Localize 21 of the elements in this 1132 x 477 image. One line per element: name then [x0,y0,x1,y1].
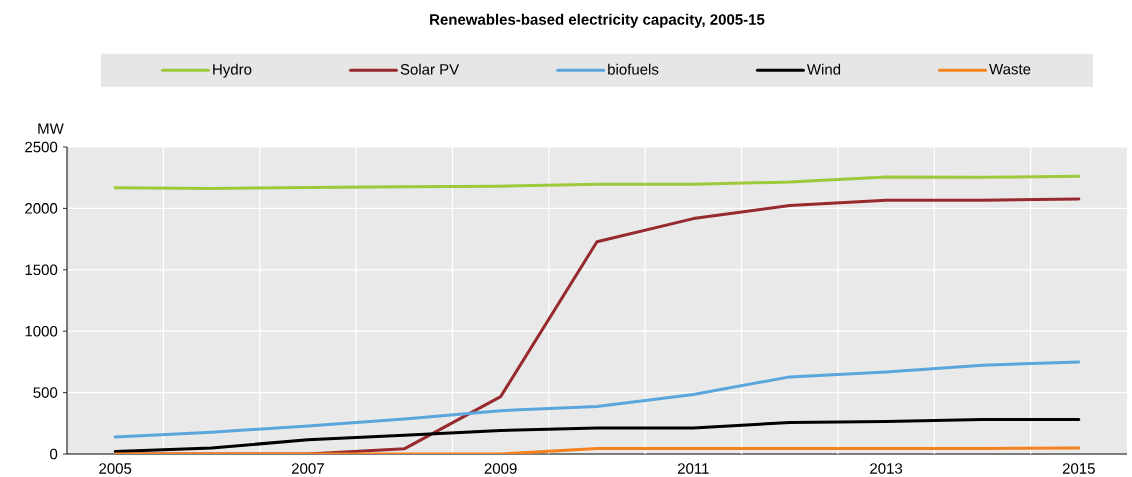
legend-label: biofuels [608,63,659,75]
x-tick-label: 2009 [484,463,517,474]
y-tick-label: 2500 [25,141,58,153]
y-axis-title: MW [38,123,64,134]
x-tick-label: 2011 [677,463,709,474]
legend-label: Wind [806,63,841,75]
x-tick-label: 2005 [99,463,132,474]
x-tick-label: 2007 [291,463,324,474]
legend-label: Waste [989,63,1031,75]
y-tick-label: 1000 [25,325,58,337]
chart-title: Renewables-based electricity capacity, 2005-15 [430,13,765,28]
y-tick-label: 2000 [25,203,58,214]
x-tick-label: 2015 [1062,463,1095,474]
line-series [113,360,1081,439]
y-tick-label: 0 [50,448,58,460]
legend-label: Solar PV [400,63,460,75]
y-tick-label: 1500 [25,264,58,276]
line-series [113,174,1081,190]
x-tick-label: 2013 [870,463,903,474]
y-tick-label: 500 [33,387,58,398]
legend-label: Hydro [213,63,252,78]
